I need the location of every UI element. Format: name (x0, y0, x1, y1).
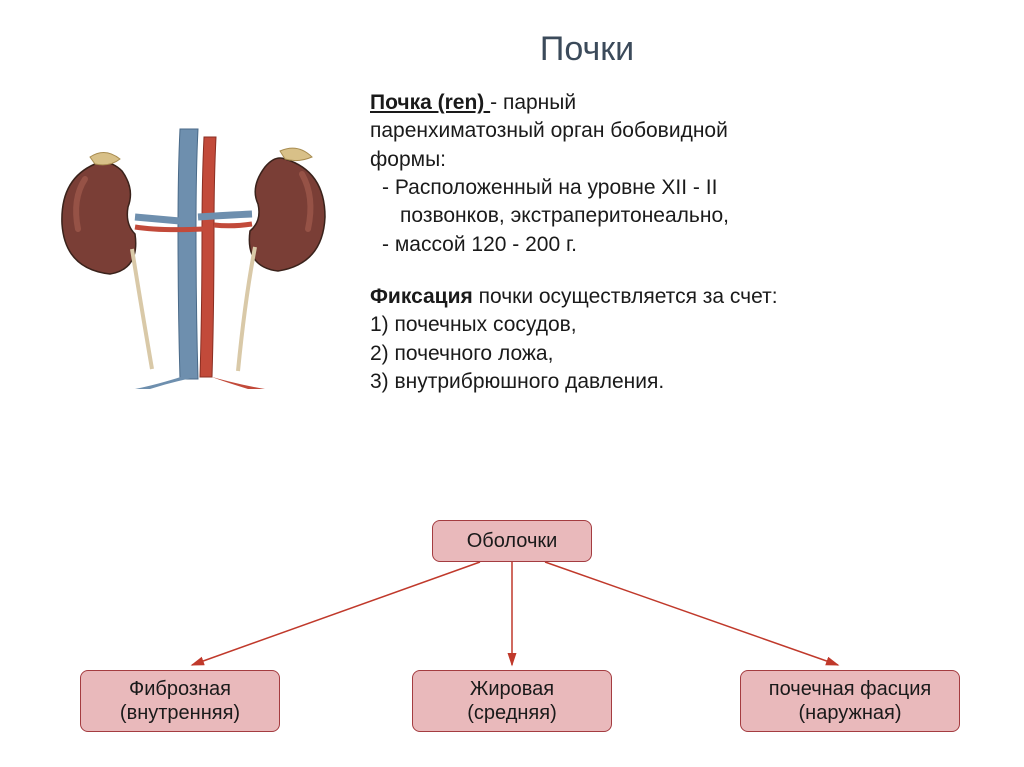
aorta (200, 137, 216, 377)
fixation-tail: почки осуществляется за счет: (473, 285, 778, 308)
right-kidney (198, 148, 325, 271)
page-title: Почки (190, 30, 984, 69)
def-line2: паренхиматозный орган бобовидной (370, 117, 984, 145)
def-bullet1b: позвонков, экстраперитонеально, (370, 202, 984, 230)
dash: - (490, 91, 503, 114)
content-row: Почка (ren) - парный паренхиматозный орг… (40, 89, 984, 396)
node-root: Оболочки (432, 520, 592, 562)
right-ureter (238, 247, 255, 371)
def-bullet2: - массой 120 - 200 г. (370, 231, 984, 259)
fixation: Фиксация почки осуществляется за счет: (370, 283, 984, 311)
left-ureter (132, 249, 152, 369)
text-block: Почка (ren) - парный паренхиматозный орг… (370, 89, 984, 396)
fixation-item3: 3) внутрибрюшного давления. (370, 368, 984, 396)
def-bullet1a: - Расположенный на уровне XII - II (370, 174, 984, 202)
term: Почка (ren) (370, 91, 490, 114)
fixation-item2: 2) почечного ложа, (370, 340, 984, 368)
membrane-diagram: Оболочки Фиброзная (внутренняя) Жировая … (0, 500, 1024, 760)
def-line3: формы: (370, 146, 984, 174)
vena-cava (178, 129, 198, 379)
fixation-head: Фиксация (370, 285, 473, 308)
definition: Почка (ren) - парный (370, 89, 984, 117)
kidney-illustration (40, 109, 340, 389)
node-fascia: почечная фасция (наружная) (740, 670, 960, 732)
fixation-item1: 1) почечных сосудов, (370, 311, 984, 339)
node-fibrous: Фиброзная (внутренняя) (80, 670, 280, 732)
iliac-left (135, 374, 198, 389)
def-line1: парный (503, 91, 576, 114)
node-fat: Жировая (средняя) (412, 670, 612, 732)
